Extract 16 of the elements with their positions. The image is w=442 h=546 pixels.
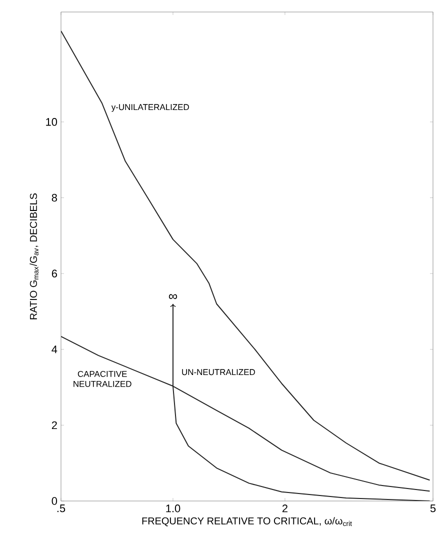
annotation: ∞ bbox=[168, 294, 178, 300]
series-label: UN-NEUTRALIZED bbox=[182, 369, 255, 376]
x-tick-label: 2 bbox=[282, 504, 288, 512]
x-tick-label: 1.0 bbox=[166, 504, 180, 512]
x-tick-label: 5 bbox=[430, 504, 436, 512]
y-tick-label: 10 bbox=[46, 118, 58, 126]
series-label: CAPACITIVE NEUTRALIZED bbox=[74, 370, 132, 387]
y-tick-label: 0 bbox=[52, 497, 58, 505]
x-tick-label: .5 bbox=[57, 504, 66, 512]
x-axis-title: FREQUENCY RELATIVE TO CRITICAL, ω/ω$_{crit}$ bbox=[142, 517, 352, 526]
y-axis-title: RATIO G$_{max}$/G$_{av}$, DECIBELS bbox=[30, 193, 38, 320]
series-label: y-UNILATERALIZED bbox=[111, 104, 189, 112]
y-tick-label: 4 bbox=[52, 346, 58, 354]
y-tick-label: 8 bbox=[52, 194, 57, 202]
y-tick-label: 6 bbox=[52, 270, 57, 278]
y-tick-label: 2 bbox=[52, 421, 57, 430]
